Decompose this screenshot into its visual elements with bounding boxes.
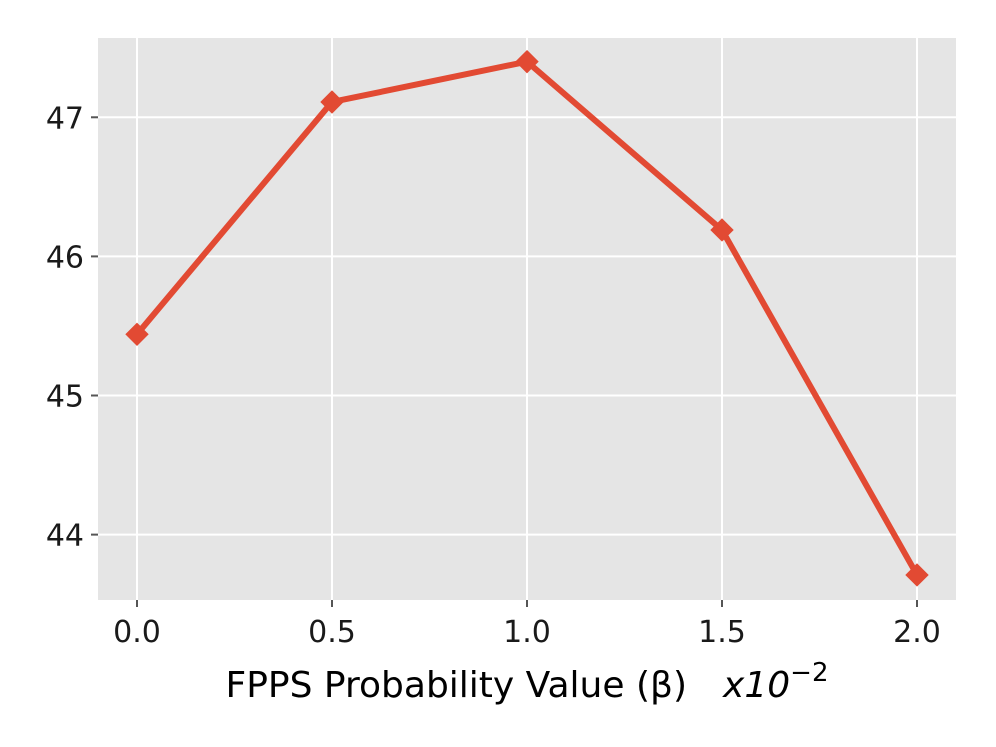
ticks (91, 116, 918, 607)
data-point-marker (320, 90, 344, 114)
data-point-marker (515, 49, 539, 74)
y-tick-label: 44 (46, 519, 84, 554)
y-tick-label: 47 (46, 101, 84, 136)
x-axis-label: FPPS Probability Value (β) (226, 665, 688, 706)
x-tick-label: 2.0 (893, 615, 941, 650)
tick-labels: 0.0 0.5 1.0 1.5 2.0 44 45 46 47 (46, 101, 941, 650)
y-tick-label: 45 (46, 380, 84, 415)
data-point-marker (905, 563, 929, 587)
data-point-marker (710, 218, 734, 242)
x-tick-label: 0.0 (113, 615, 161, 650)
x-axis-title: FPPS Probability Value (β) x10−2 (226, 658, 829, 706)
data-point-marker (125, 322, 149, 347)
x-tick-label: 1.5 (698, 615, 746, 650)
x-tick-label: 0.5 (308, 615, 356, 650)
x-tick-label: 1.0 (503, 615, 551, 650)
x-axis-multiplier-exponent: −2 (790, 658, 828, 688)
series (125, 49, 929, 587)
y-tick-label: 46 (46, 240, 84, 275)
x-axis-multiplier: x10 (722, 665, 790, 706)
